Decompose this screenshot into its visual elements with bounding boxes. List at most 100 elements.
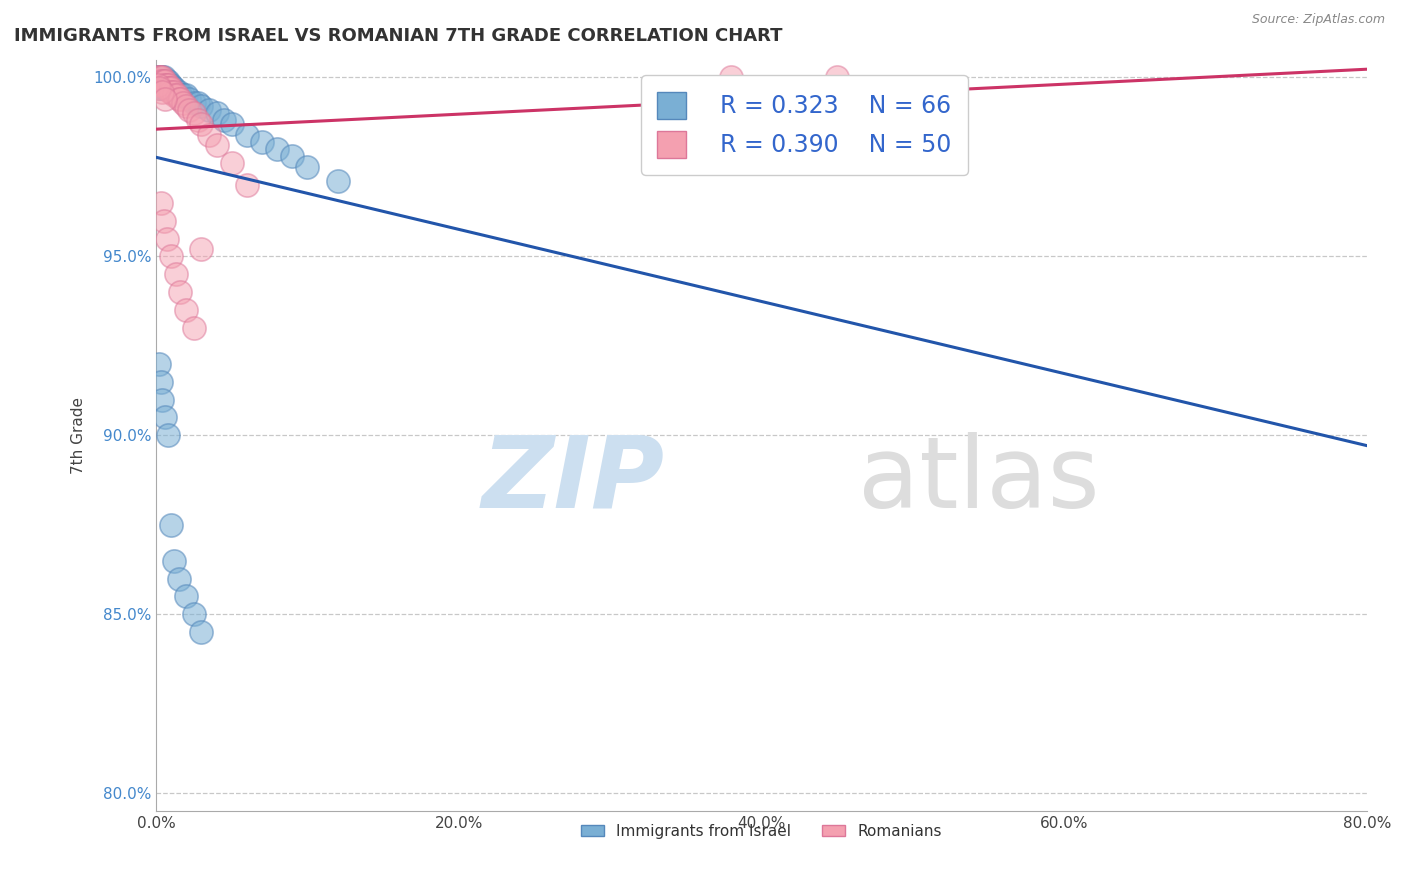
Text: Source: ZipAtlas.com: Source: ZipAtlas.com <box>1251 13 1385 27</box>
Point <box>152 78 174 92</box>
Point <box>297 160 319 174</box>
Point <box>146 74 169 88</box>
Point <box>148 81 170 95</box>
Point <box>190 625 212 640</box>
Point <box>157 78 180 92</box>
Point <box>172 88 194 103</box>
Point <box>166 88 188 103</box>
Point <box>156 81 179 95</box>
Point <box>250 135 273 149</box>
Point <box>152 74 174 88</box>
Point <box>163 85 186 99</box>
Point <box>148 357 170 371</box>
Point <box>149 375 172 389</box>
Point <box>146 78 169 92</box>
Text: IMMIGRANTS FROM ISRAEL VS ROMANIAN 7TH GRADE CORRELATION CHART: IMMIGRANTS FROM ISRAEL VS ROMANIAN 7TH G… <box>14 27 783 45</box>
Point <box>167 85 190 99</box>
Point <box>150 392 173 407</box>
Point <box>152 213 174 227</box>
Point <box>183 95 205 110</box>
Point <box>159 81 181 95</box>
Point <box>148 70 170 85</box>
Point <box>153 78 176 92</box>
Legend: Immigrants from Israel, Romanians: Immigrants from Israel, Romanians <box>575 818 948 845</box>
Point <box>236 178 259 192</box>
Point <box>169 88 191 103</box>
Point <box>157 81 180 95</box>
Point <box>190 117 212 131</box>
Point <box>150 74 173 88</box>
Text: ZIP: ZIP <box>482 432 665 529</box>
Point <box>187 113 209 128</box>
Point <box>150 74 173 88</box>
Point <box>190 99 212 113</box>
Point <box>176 590 198 604</box>
Point <box>149 70 172 85</box>
Point <box>146 70 169 85</box>
Point <box>187 95 209 110</box>
Point <box>167 92 190 106</box>
Point <box>150 70 173 85</box>
Point <box>221 117 243 131</box>
Point <box>163 85 186 99</box>
Point <box>176 303 198 318</box>
Point <box>167 572 190 586</box>
Point <box>146 74 169 88</box>
Point <box>221 156 243 170</box>
Point <box>212 113 235 128</box>
Point <box>153 78 176 92</box>
Point <box>148 70 170 85</box>
Point <box>153 410 176 425</box>
Point <box>172 95 194 110</box>
Point <box>152 74 174 88</box>
Y-axis label: 7th Grade: 7th Grade <box>72 397 86 474</box>
Point <box>160 85 183 99</box>
Point <box>162 85 184 99</box>
Point <box>160 81 183 95</box>
Point <box>148 74 170 88</box>
Point <box>153 81 176 95</box>
Point <box>146 70 169 85</box>
Point <box>149 74 172 88</box>
Point <box>720 70 742 85</box>
Point <box>148 78 170 92</box>
Point <box>156 78 179 92</box>
Point <box>153 74 176 88</box>
Point <box>190 242 212 256</box>
Point <box>150 78 173 92</box>
Point <box>205 106 228 120</box>
Point <box>157 78 180 92</box>
Point <box>825 70 848 85</box>
Point <box>163 88 186 103</box>
Point <box>266 142 288 156</box>
Point <box>149 78 172 92</box>
Point <box>150 70 173 85</box>
Point <box>149 70 172 85</box>
Point <box>149 195 172 210</box>
Point <box>160 249 183 263</box>
Point <box>156 81 179 95</box>
Point <box>165 268 187 282</box>
Point <box>183 607 205 622</box>
Point <box>152 78 174 92</box>
Point <box>160 517 183 532</box>
Point <box>153 74 176 88</box>
Point <box>160 81 183 95</box>
Point <box>159 85 181 99</box>
Point <box>148 81 170 95</box>
Point <box>160 78 183 92</box>
Point <box>183 106 205 120</box>
Point <box>166 85 188 99</box>
Point <box>179 92 201 106</box>
Point <box>148 74 170 88</box>
Point <box>176 99 198 113</box>
Point <box>169 285 191 300</box>
Point <box>281 149 304 163</box>
Point <box>157 81 180 95</box>
Point <box>205 138 228 153</box>
Point <box>236 128 259 142</box>
Point <box>159 78 181 92</box>
Text: atlas: atlas <box>858 432 1099 529</box>
Point <box>152 81 174 95</box>
Point <box>179 103 201 117</box>
